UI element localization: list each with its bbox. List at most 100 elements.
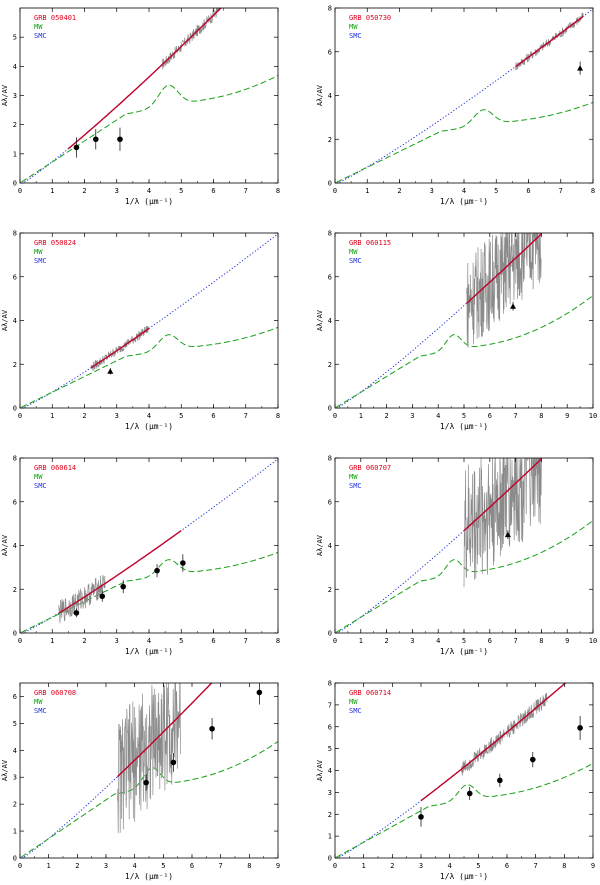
x-tick-label: 5: [161, 862, 165, 870]
legend-entry: SMC: [34, 32, 47, 40]
y-tick-label: 0: [328, 405, 332, 413]
x-tick-label: 6: [488, 412, 492, 420]
x-tick-label: 9: [565, 412, 569, 420]
x-tick-label: 6: [488, 637, 492, 645]
data-point: [120, 583, 126, 590]
y-tick-label: 6: [328, 498, 332, 506]
legend-entry: MW: [349, 23, 358, 31]
y-tick-label: 0: [13, 630, 17, 638]
data-point: [73, 610, 80, 616]
x-tick-label: 5: [179, 187, 183, 195]
mw-curve: [21, 551, 278, 633]
data-point: [180, 560, 186, 566]
x-tick-label: 0: [333, 862, 337, 870]
x-tick-label: 2: [384, 637, 388, 645]
plot-frame: [334, 232, 594, 409]
legend-entry: GRB 050730: [349, 14, 391, 22]
plot-frame: [334, 7, 594, 184]
y-tick-label: 0: [13, 855, 17, 863]
x-tick-label: 8: [276, 412, 280, 420]
y-tick-label: 6: [13, 273, 17, 281]
x-tick-label: 0: [333, 187, 337, 195]
x-tick-label: 8: [539, 637, 543, 645]
y-tick-label: 3: [13, 774, 17, 782]
x-tick-label: 3: [104, 862, 108, 870]
y-axis-label: Aλ/AV: [316, 309, 324, 331]
x-tick-label: 0: [18, 637, 22, 645]
x-tick-label: 2: [82, 187, 86, 195]
y-tick-label: 2: [328, 586, 332, 594]
y-tick-label: 0: [13, 180, 17, 188]
legend-entry: GRB 060614: [34, 464, 76, 472]
y-axis-label: Aλ/AV: [316, 759, 324, 781]
legend-entry: MW: [349, 698, 358, 706]
x-tick-label: 3: [419, 862, 423, 870]
chart-panel: 0 1 2 3 4 5 6 7 8 0 2 4 6 8 1/λ (μm⁻¹) Aλ/AV GRB 060614M…: [1, 455, 280, 657]
legend-entry: SMC: [34, 482, 47, 490]
x-tick-label: 5: [179, 637, 183, 645]
x-tick-label: 4: [436, 637, 440, 645]
legend-entry: MW: [34, 698, 43, 706]
x-tick-label: 6: [211, 637, 215, 645]
legend-entry: SMC: [34, 257, 47, 265]
spectrum-line: [117, 683, 181, 834]
y-tick-label: 0: [328, 180, 332, 188]
y-axis-label: Aλ/AV: [1, 534, 9, 556]
x-tick-label: 3: [115, 187, 119, 195]
y-tick-label: 6: [13, 693, 17, 701]
mw-curve: [336, 296, 592, 408]
x-tick-label: 4: [462, 187, 466, 195]
data-point: [256, 689, 263, 696]
chart-panel: 0 1 2 3 4 5 6 7 8 9 10 0 2 4 6 8 1/λ (μm⁻¹) Aλ/AV GRB 0607…: [316, 455, 597, 657]
x-tick-label: 7: [559, 187, 563, 195]
mw-curve: [21, 326, 278, 408]
y-tick-label: 2: [13, 361, 17, 369]
smc-curve: [21, 233, 278, 408]
x-tick-label: 7: [244, 412, 248, 420]
data-point: [530, 756, 536, 763]
x-tick-label: 7: [513, 637, 517, 645]
x-axis-label: 1/λ (μm⁻¹): [125, 197, 173, 206]
y-tick-label: 8: [328, 455, 332, 463]
x-tick-label: 10: [589, 637, 597, 645]
chart-panel: 0 1 2 3 4 5 6 7 8 9 0 1 2 3 4 5 6 1/λ (μm⁻¹) Aλ/AV GRB 0607…: [1, 682, 280, 881]
data-point: [497, 777, 503, 784]
x-tick-label: 4: [133, 862, 137, 870]
y-tick-label: 8: [328, 680, 332, 688]
x-tick-label: 2: [82, 637, 86, 645]
x-tick-label: 8: [591, 187, 595, 195]
y-tick-label: 2: [328, 136, 332, 144]
legend-entry: MW: [34, 473, 43, 481]
x-tick-label: 6: [505, 862, 509, 870]
x-tick-label: 5: [476, 862, 480, 870]
x-tick-label: 1: [50, 412, 54, 420]
x-tick-label: 8: [562, 862, 566, 870]
data-point: [209, 725, 215, 732]
x-tick-label: 3: [430, 187, 434, 195]
x-tick-label: 6: [211, 412, 215, 420]
x-tick-label: 10: [589, 412, 597, 420]
legend-entry: SMC: [349, 32, 362, 40]
y-tick-label: 4: [328, 542, 332, 550]
x-tick-label: 9: [276, 862, 280, 870]
x-tick-label: 4: [448, 862, 452, 870]
legend-entry: MW: [349, 473, 358, 481]
legend-entry: GRB 060714: [349, 689, 391, 697]
x-tick-label: 1: [365, 187, 369, 195]
x-tick-label: 1: [362, 862, 366, 870]
y-axis-label: Aλ/AV: [316, 84, 324, 106]
x-tick-label: 1: [47, 862, 51, 870]
data-point: [154, 567, 160, 574]
chart-panel: 0 1 2 3 4 5 6 7 8 9 10 0 2 4 6 8 1/λ (μm⁻¹) Aλ/AV GRB 0601…: [316, 230, 597, 432]
y-tick-label: 2: [13, 586, 17, 594]
fit-line: [466, 233, 542, 304]
x-tick-label: 4: [147, 637, 151, 645]
x-tick-label: 2: [390, 862, 394, 870]
x-tick-label: 7: [244, 187, 248, 195]
data-point: [577, 725, 583, 731]
y-tick-label: 4: [13, 63, 17, 71]
x-tick-label: 2: [397, 187, 401, 195]
data-point: [73, 144, 80, 151]
x-tick-label: 0: [18, 862, 22, 870]
